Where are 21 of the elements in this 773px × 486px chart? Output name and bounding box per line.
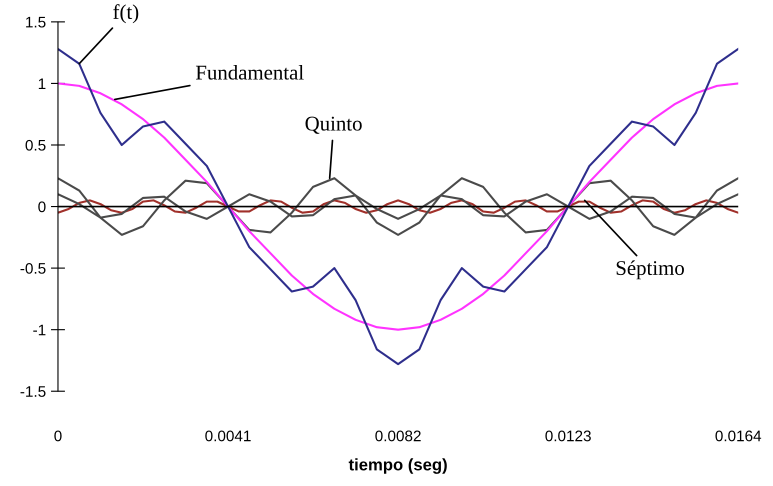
annotation: Fundamental bbox=[196, 64, 304, 80]
x-tick-label: 0.0123 bbox=[545, 430, 591, 442]
y-tick-label: 0.5 bbox=[26, 140, 46, 151]
y-tick-label: 0 bbox=[38, 201, 46, 212]
line-series bbox=[58, 48, 738, 366]
line-series bbox=[58, 199, 738, 214]
line-series bbox=[58, 177, 738, 236]
y-tick-label: 1.5 bbox=[26, 16, 46, 28]
x-tick-label: 0.0164 bbox=[715, 430, 762, 442]
annotation: f(t) bbox=[113, 4, 138, 24]
y-tick-label: -1.5 bbox=[20, 386, 46, 397]
y-tick-label: -1 bbox=[33, 324, 46, 336]
annotation: Séptimo bbox=[616, 260, 684, 280]
annotation: Quinto bbox=[306, 116, 362, 134]
y-tick-label: 1 bbox=[38, 78, 46, 89]
x-tick-label: 0.0041 bbox=[205, 430, 251, 442]
y-tick-label: -0.5 bbox=[20, 262, 46, 274]
x-tick-label: 0.0082 bbox=[375, 430, 421, 442]
x-axis-title: tiempo (seg) bbox=[348, 458, 447, 474]
x-tick-label: 0 bbox=[54, 430, 62, 442]
line-series bbox=[58, 82, 738, 331]
